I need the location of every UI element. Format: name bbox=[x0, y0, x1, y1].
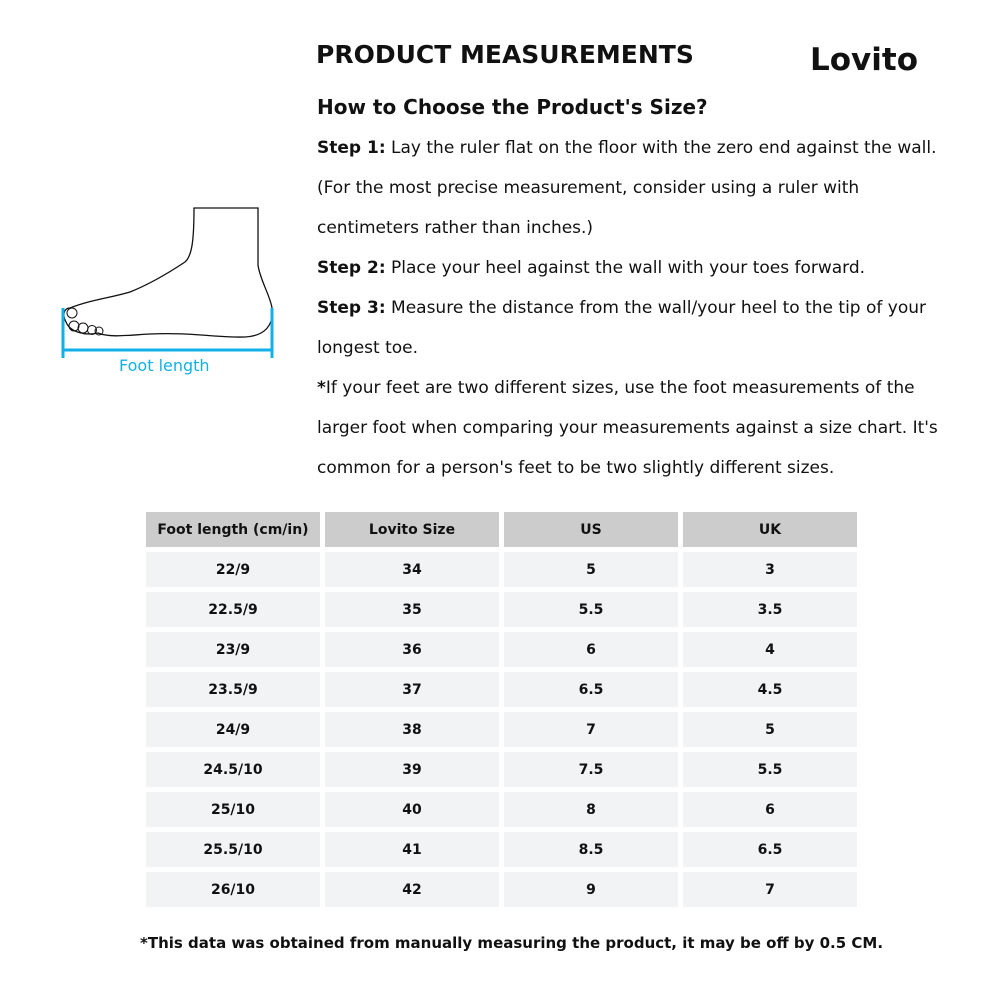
page-title: PRODUCT MEASUREMENTS bbox=[316, 40, 694, 69]
table-row: 26/10 42 9 7 bbox=[146, 872, 857, 907]
table-cell: 23.5/9 bbox=[146, 672, 320, 707]
step-text: Measure the distance from the wall/your … bbox=[317, 298, 927, 358]
brand-logo: Lovito bbox=[810, 42, 919, 78]
column-header: Foot length (cm/in) bbox=[146, 512, 320, 547]
step-label: Step 1: bbox=[317, 138, 386, 158]
table-row: 24/9 38 7 5 bbox=[146, 712, 857, 747]
table-cell: 36 bbox=[325, 632, 499, 667]
table-row: 22.5/9 35 5.5 3.5 bbox=[146, 592, 857, 627]
step-2: Step 2: Place your heel against the wall… bbox=[317, 248, 957, 288]
table-cell: 34 bbox=[325, 552, 499, 587]
column-header: UK bbox=[683, 512, 857, 547]
table-cell: 5 bbox=[683, 712, 857, 747]
table-cell: 4 bbox=[683, 632, 857, 667]
table-cell: 5.5 bbox=[683, 752, 857, 787]
column-header: US bbox=[504, 512, 678, 547]
table-cell: 5.5 bbox=[504, 592, 678, 627]
footnote: *This data was obtained from manually me… bbox=[140, 934, 884, 952]
table-cell: 24/9 bbox=[146, 712, 320, 747]
guide-subtitle: How to Choose the Product's Size? bbox=[317, 95, 708, 119]
step-1: Step 1: Lay the ruler flat on the floor … bbox=[317, 128, 957, 248]
table-row: 23.5/9 37 6.5 4.5 bbox=[146, 672, 857, 707]
table-cell: 25/10 bbox=[146, 792, 320, 827]
table-cell: 26/10 bbox=[146, 872, 320, 907]
table-cell: 7 bbox=[683, 872, 857, 907]
foot-length-label: Foot length bbox=[119, 356, 210, 375]
step-3: Step 3: Measure the distance from the wa… bbox=[317, 288, 957, 368]
table-cell: 4.5 bbox=[683, 672, 857, 707]
table-cell: 6 bbox=[504, 632, 678, 667]
table-cell: 38 bbox=[325, 712, 499, 747]
table-cell: 7 bbox=[504, 712, 678, 747]
table-row: 22/9 34 5 3 bbox=[146, 552, 857, 587]
table-cell: 3.5 bbox=[683, 592, 857, 627]
table-cell: 23/9 bbox=[146, 632, 320, 667]
table-cell: 7.5 bbox=[504, 752, 678, 787]
table-row: 25/10 40 8 6 bbox=[146, 792, 857, 827]
table-row: 24.5/10 39 7.5 5.5 bbox=[146, 752, 857, 787]
table-header-row: Foot length (cm/in) Lovito Size US UK bbox=[146, 512, 857, 547]
table-cell: 25.5/10 bbox=[146, 832, 320, 867]
column-header: Lovito Size bbox=[325, 512, 499, 547]
table-row: 23/9 36 6 4 bbox=[146, 632, 857, 667]
size-table: Foot length (cm/in) Lovito Size US UK 22/9 3… bbox=[141, 507, 862, 912]
step-text: Place your heel against the wall with yo… bbox=[385, 258, 866, 278]
foot-illustration-icon bbox=[61, 207, 274, 358]
table-cell: 24.5/10 bbox=[146, 752, 320, 787]
table-cell: 3 bbox=[683, 552, 857, 587]
table-cell: 5 bbox=[504, 552, 678, 587]
table-cell: 6.5 bbox=[683, 832, 857, 867]
table-cell: 40 bbox=[325, 792, 499, 827]
step-text: If your feet are two different sizes, us… bbox=[317, 378, 938, 478]
table-cell: 6.5 bbox=[504, 672, 678, 707]
step-label: Step 2: bbox=[317, 258, 386, 278]
table-cell: 37 bbox=[325, 672, 499, 707]
table-row: 25.5/10 41 8.5 6.5 bbox=[146, 832, 857, 867]
table-cell: 41 bbox=[325, 832, 499, 867]
step-label: * bbox=[317, 378, 326, 398]
table-cell: 9 bbox=[504, 872, 678, 907]
step-label: Step 3: bbox=[317, 298, 386, 318]
table-cell: 42 bbox=[325, 872, 499, 907]
step-note: *If your feet are two different sizes, u… bbox=[317, 368, 957, 488]
table-cell: 22.5/9 bbox=[146, 592, 320, 627]
guide-steps: Step 1: Lay the ruler flat on the floor … bbox=[317, 128, 957, 488]
table-cell: 35 bbox=[325, 592, 499, 627]
table-cell: 39 bbox=[325, 752, 499, 787]
step-text: Lay the ruler flat on the floor with the… bbox=[317, 138, 937, 238]
table-cell: 8.5 bbox=[504, 832, 678, 867]
table-cell: 6 bbox=[683, 792, 857, 827]
table-cell: 22/9 bbox=[146, 552, 320, 587]
table-cell: 8 bbox=[504, 792, 678, 827]
